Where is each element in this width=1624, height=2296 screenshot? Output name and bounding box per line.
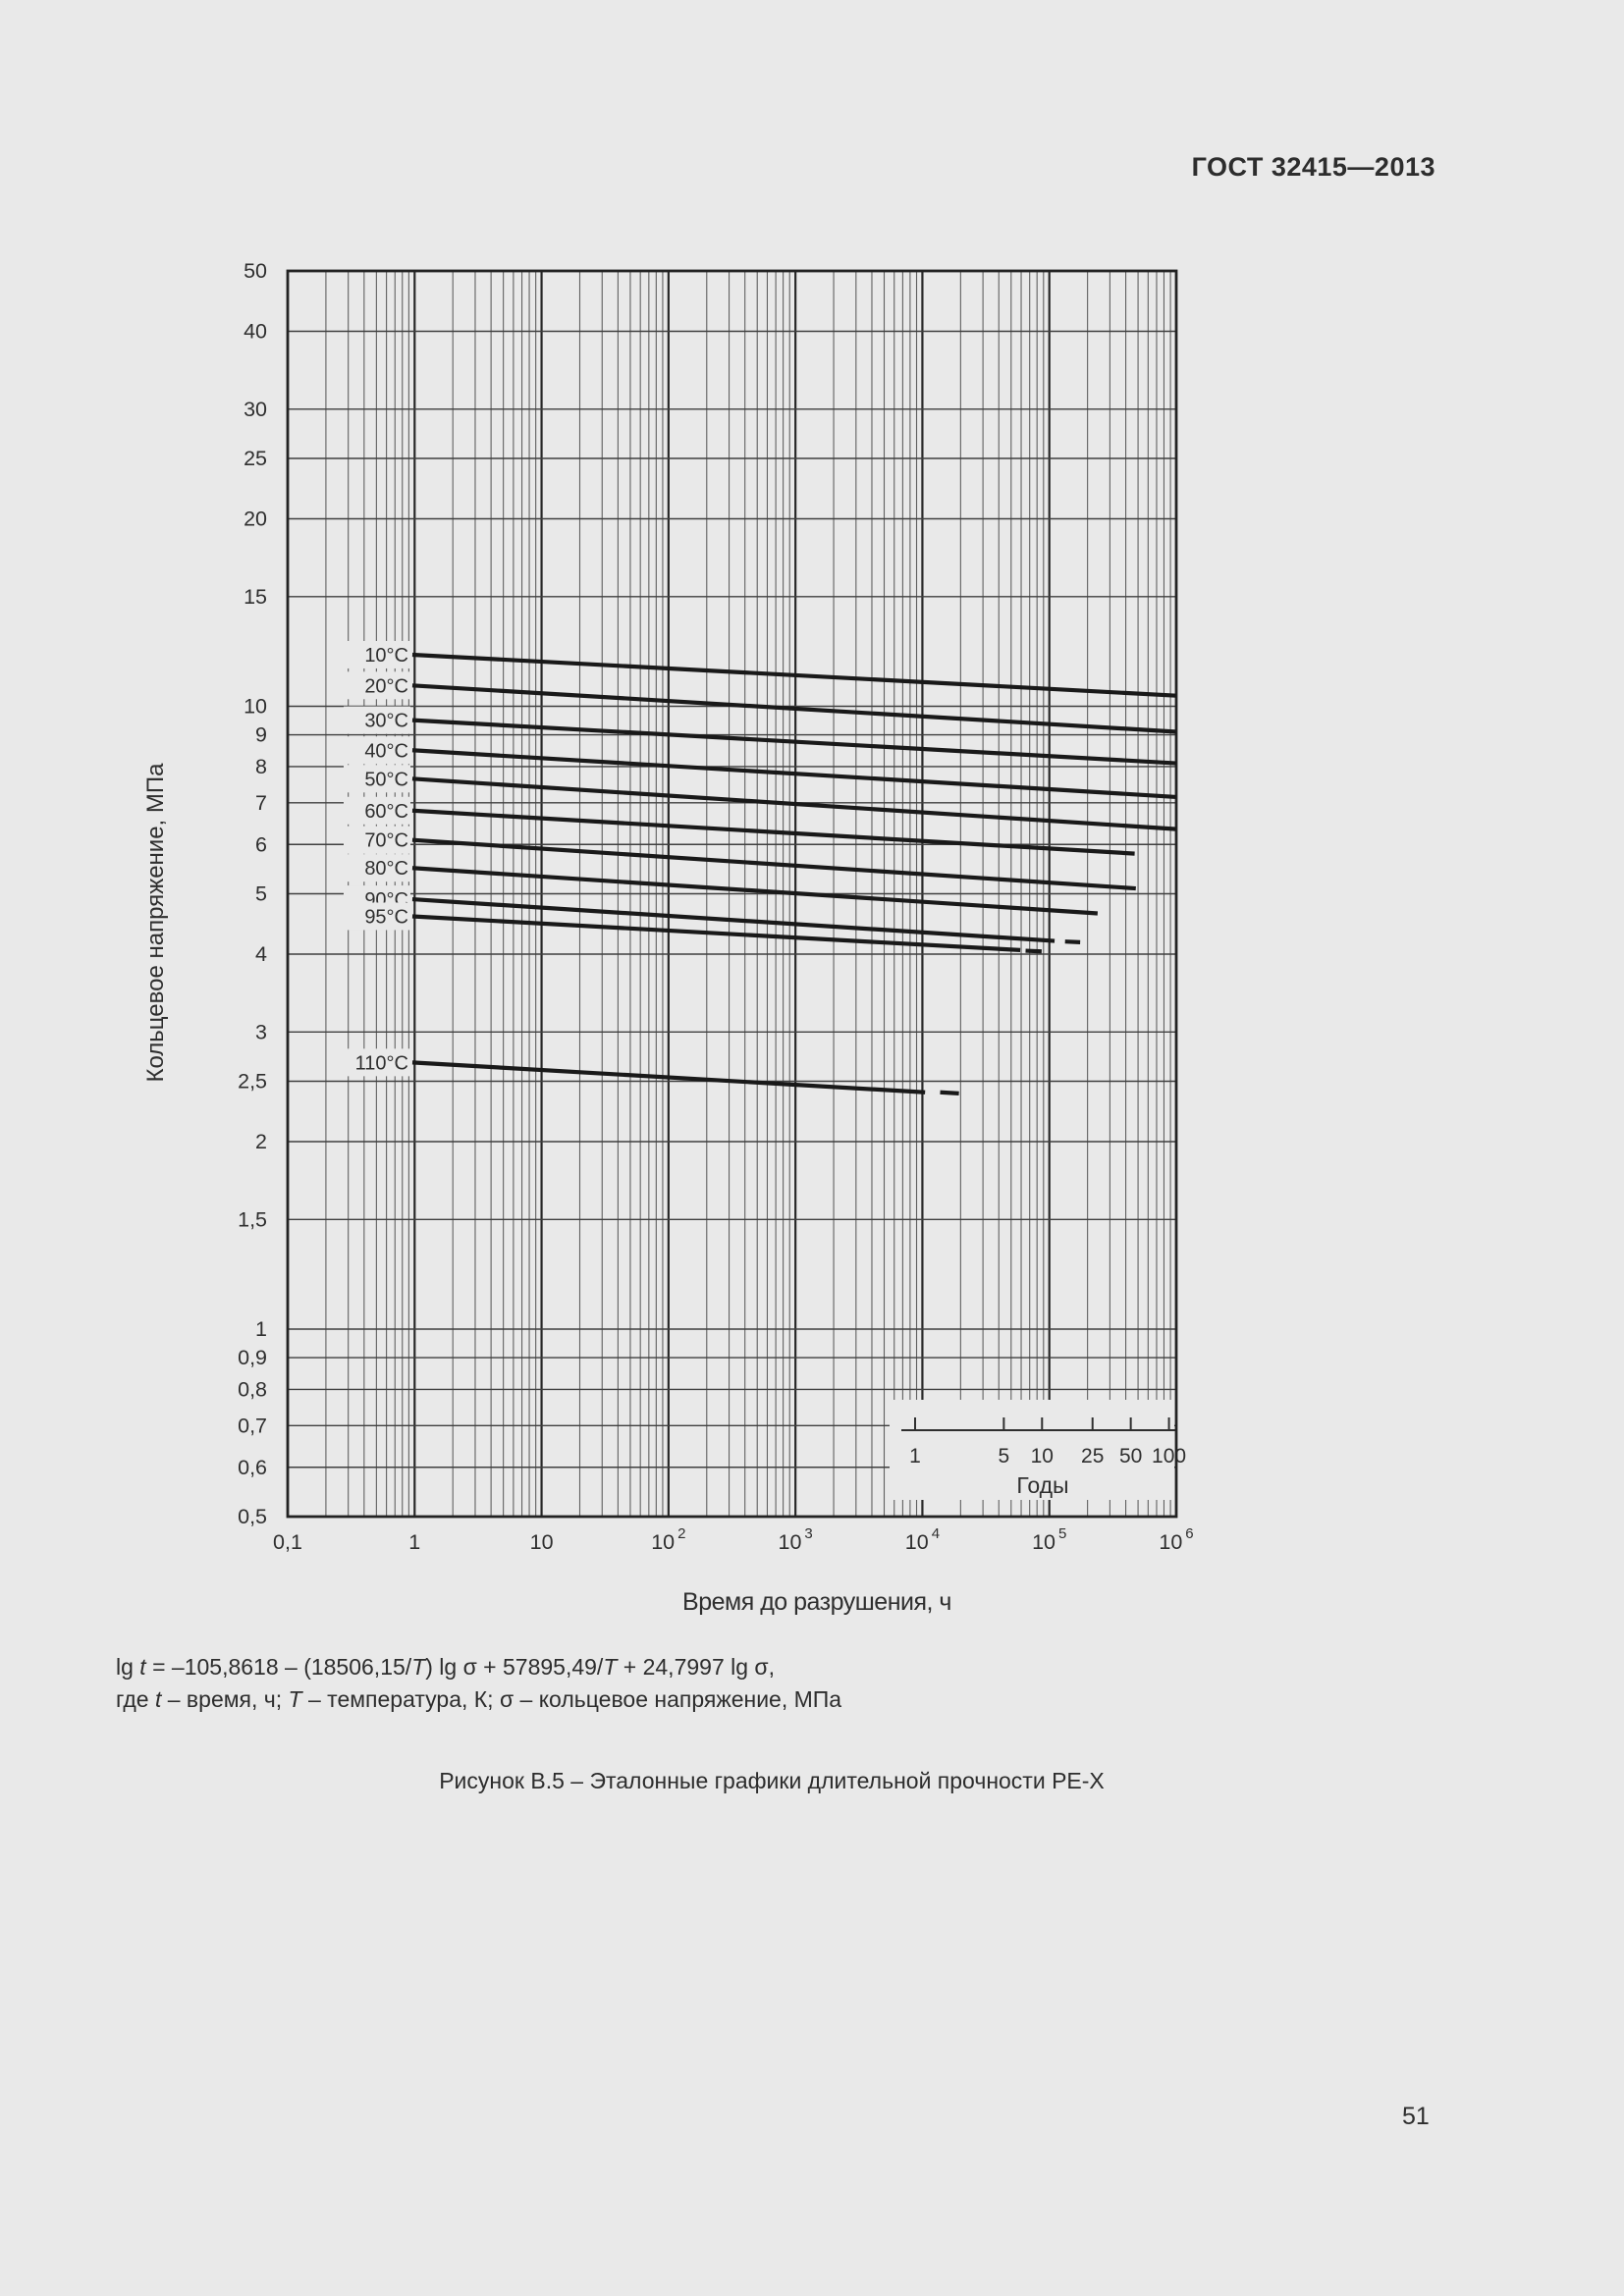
formula-line-2: где t – время, ч; T – температура, К; σ … bbox=[116, 1686, 842, 1712]
y-tick-label: 5 bbox=[255, 882, 267, 906]
x-tick-label: 10 3 bbox=[779, 1525, 813, 1554]
years-tick-label: 100 bbox=[1152, 1445, 1186, 1468]
y-tick-label: 0,7 bbox=[238, 1414, 267, 1437]
y-tick-label: 25 bbox=[244, 447, 267, 470]
y-axis-title: Кольцевое напряжение, МПа bbox=[142, 763, 169, 1083]
years-axis-title: Годы bbox=[1016, 1472, 1068, 1498]
curve-110c: 110°C bbox=[344, 1048, 959, 1095]
y-tick-label: 1 bbox=[255, 1317, 267, 1341]
y-tick-label: 2 bbox=[255, 1130, 267, 1153]
y-tick-label: 0,8 bbox=[238, 1377, 267, 1401]
x-tick-label: 10 6 bbox=[1159, 1525, 1193, 1554]
x-axis-title-text: Время до разрушения, ч bbox=[682, 1588, 951, 1616]
y-tick-label: 9 bbox=[255, 723, 267, 747]
x-tick-label: 0,1 bbox=[273, 1530, 302, 1554]
y-axis-title-text: Кольцевое напряжение, МПа bbox=[142, 763, 169, 1083]
formula-block: lg t = –105,8618 – (18506,15/T) lg σ + 5… bbox=[116, 1651, 841, 1716]
y-tick-label: 0,9 bbox=[238, 1346, 267, 1369]
figure-caption: Рисунок В.5 – Эталонные графики длительн… bbox=[439, 1768, 1105, 1793]
curve-70c-label: 70°C bbox=[364, 830, 408, 852]
curve-95c: 95°C bbox=[344, 902, 1042, 954]
curve-95c-dash bbox=[1025, 948, 1042, 954]
x-tick-label: 10 4 bbox=[905, 1525, 940, 1554]
y-tick-label: 15 bbox=[244, 585, 267, 609]
curve-40c: 40°C bbox=[344, 736, 1177, 800]
curve-50c-label: 50°C bbox=[364, 769, 408, 790]
curve-10c-label: 10°C bbox=[364, 645, 408, 667]
y-tick-label: 20 bbox=[244, 507, 267, 530]
curve-10c: 10°C bbox=[344, 640, 1177, 698]
curve-30c-label: 30°C bbox=[364, 711, 408, 732]
years-tick-label: 1 bbox=[909, 1445, 921, 1468]
y-tick-label: 40 bbox=[244, 319, 267, 343]
curve-20c-label: 20°C bbox=[364, 675, 408, 697]
y-tick-label: 0,6 bbox=[238, 1456, 267, 1479]
x-axis-labels: 0,1 1 10 10 2 10 3 10 4 10 5 10 6 bbox=[273, 1525, 1194, 1554]
y-tick-label: 10 bbox=[244, 694, 267, 718]
y-tick-label: 4 bbox=[255, 942, 267, 966]
formula-line-1: lg t = –105,8618 – (18506,15/T) lg σ + 5… bbox=[116, 1654, 776, 1680]
y-tick-label: 8 bbox=[255, 755, 267, 778]
curve-60c-label: 60°C bbox=[364, 801, 408, 823]
y-tick-label: 50 bbox=[244, 259, 267, 283]
years-tick-label: 50 bbox=[1119, 1445, 1142, 1468]
curve-30c: 30°C bbox=[344, 706, 1177, 766]
years-tick-label: 25 bbox=[1081, 1445, 1104, 1468]
y-tick-label: 6 bbox=[255, 832, 267, 856]
curve-70c: 70°C bbox=[344, 826, 1136, 891]
x-tick-label: 10 bbox=[530, 1530, 554, 1554]
curve-20c: 20°C bbox=[344, 671, 1177, 734]
y-tick-label: 2,5 bbox=[238, 1070, 267, 1094]
curve-60c: 60°C bbox=[344, 796, 1135, 856]
grid-horizontal bbox=[288, 270, 1176, 1518]
curve-40c-label: 40°C bbox=[364, 740, 408, 762]
x-tick-label: 10 5 bbox=[1032, 1525, 1066, 1554]
x-axis-title: Время до разрушения, ч bbox=[682, 1588, 951, 1616]
curve-95c-label: 95°C bbox=[364, 906, 408, 928]
y-tick-label: 3 bbox=[255, 1020, 267, 1043]
y-tick-label: 7 bbox=[255, 791, 267, 815]
y-tick-label: 30 bbox=[244, 398, 267, 421]
years-axis: 1 5 10 25 50 100 Годы bbox=[890, 1400, 1186, 1500]
curve-80c: 80°C bbox=[344, 854, 1099, 916]
y-tick-label: 0,5 bbox=[238, 1505, 267, 1528]
x-tick-label: 1 bbox=[408, 1530, 420, 1554]
curve-50c: 50°C bbox=[344, 765, 1177, 831]
page-number: 51 bbox=[1402, 2103, 1430, 2130]
curve-110c-label: 110°C bbox=[355, 1052, 408, 1074]
curve-80c-label: 80°C bbox=[364, 858, 408, 880]
y-tick-label: 1,5 bbox=[238, 1207, 267, 1231]
x-tick-label: 10 2 bbox=[651, 1525, 685, 1554]
y-axis-labels: 50 40 30 25 20 15 10 9 8 7 6 5 4 3 2,5 2 1,5 1 0,9 0,8 0,7 0,… bbox=[238, 259, 267, 1528]
curve-90c-dash bbox=[1064, 939, 1081, 944]
years-tick-label: 10 bbox=[1031, 1445, 1054, 1468]
years-tick-label: 5 bbox=[999, 1445, 1010, 1468]
document-header: ГОСТ 32415—2013 bbox=[1191, 152, 1435, 182]
plot-border bbox=[286, 269, 1178, 1519]
curve-110c-dash bbox=[940, 1090, 959, 1095]
